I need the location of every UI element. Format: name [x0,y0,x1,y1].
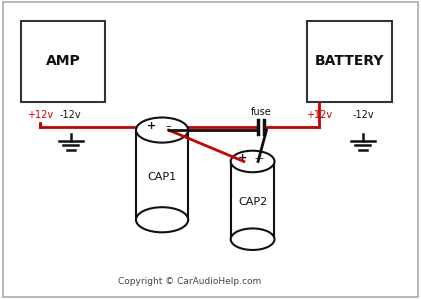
Text: BATTERY: BATTERY [314,54,384,68]
Text: -12v: -12v [60,110,82,120]
Text: CAP2: CAP2 [238,197,267,207]
Text: fuse: fuse [250,107,272,117]
Bar [231,161,274,239]
Text: –: – [166,121,171,131]
Text: +12v: +12v [27,110,53,120]
Text: CAP1: CAP1 [147,172,177,182]
Ellipse shape [231,151,274,172]
Ellipse shape [231,228,274,250]
Bar [307,21,392,102]
Text: +: + [147,121,156,131]
Text: +: + [238,153,248,163]
Text: -12v: -12v [352,110,374,120]
Text: ––: –– [254,153,264,163]
Ellipse shape [136,207,188,232]
Text: AMP: AMP [46,54,80,68]
Bar [21,21,105,102]
Ellipse shape [136,118,188,143]
Text: +12v: +12v [306,110,332,120]
Bar [136,130,188,220]
Text: Copyright © CarAudioHelp.com: Copyright © CarAudioHelp.com [118,277,261,286]
